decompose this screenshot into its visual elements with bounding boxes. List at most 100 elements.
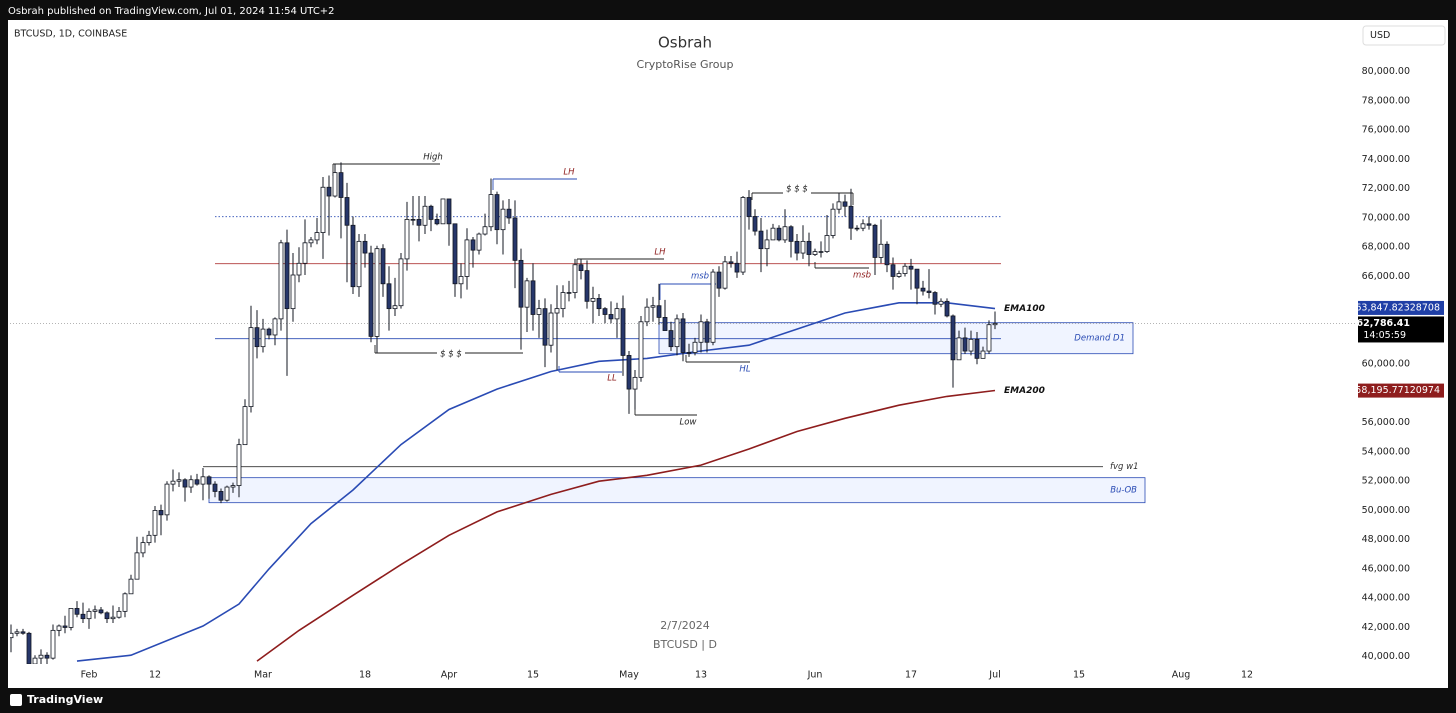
candle-body bbox=[398, 258, 404, 307]
candle-body bbox=[152, 510, 158, 536]
chart-title: Osbrah bbox=[658, 34, 712, 52]
candle-body bbox=[446, 198, 452, 225]
candle-body bbox=[590, 297, 596, 302]
candle-body bbox=[116, 610, 122, 618]
candle-body bbox=[56, 625, 62, 631]
candle-body bbox=[830, 208, 836, 236]
candle-body bbox=[788, 226, 794, 242]
x-tick-label: May bbox=[619, 670, 639, 681]
y-tick-label: 74,000.00 bbox=[1362, 154, 1410, 165]
candle-body bbox=[578, 264, 584, 272]
candle-body bbox=[686, 352, 692, 354]
annotation: msb bbox=[691, 272, 709, 282]
candle-body bbox=[344, 197, 350, 226]
candle-body bbox=[200, 476, 206, 485]
candle-body bbox=[980, 350, 986, 359]
y-tick-label: 60,000.00 bbox=[1362, 359, 1410, 370]
candle-body bbox=[662, 317, 668, 331]
candle-body bbox=[680, 318, 686, 353]
y-tick-label: 70,000.00 bbox=[1362, 212, 1410, 223]
candle-body bbox=[458, 276, 464, 285]
ema-line bbox=[76, 302, 996, 662]
candle-body bbox=[848, 205, 854, 229]
candle-body bbox=[596, 297, 602, 310]
watermark-date: 2/7/2024 bbox=[660, 619, 709, 632]
candle-body bbox=[878, 243, 884, 258]
y-tick-label: 54,000.00 bbox=[1362, 446, 1410, 457]
candle-body bbox=[134, 552, 140, 580]
candle-body bbox=[206, 476, 212, 485]
candle-body bbox=[254, 327, 260, 348]
candle-body bbox=[920, 287, 926, 292]
candle-body bbox=[122, 593, 128, 612]
candle-body bbox=[692, 341, 698, 353]
candle-body bbox=[14, 631, 20, 634]
tradingview-logo bbox=[10, 694, 22, 706]
x-tick-label: 12 bbox=[1241, 670, 1253, 681]
candle-body bbox=[32, 657, 38, 664]
candle-body bbox=[824, 235, 830, 252]
footer-brand: TradingView bbox=[27, 693, 103, 706]
candle-body bbox=[722, 261, 728, 289]
candle-body bbox=[530, 280, 536, 315]
candle-body bbox=[812, 251, 818, 255]
candle-body bbox=[452, 223, 458, 285]
candle-body bbox=[770, 227, 776, 241]
countdown: 14:05:59 bbox=[1363, 330, 1406, 341]
candle-body bbox=[338, 172, 344, 198]
candle-body bbox=[602, 308, 608, 315]
candle-body bbox=[806, 240, 812, 255]
y-tick-label: 78,000.00 bbox=[1362, 95, 1410, 106]
candle-body bbox=[626, 355, 632, 390]
candle-body bbox=[50, 629, 56, 659]
x-tick-label: 13 bbox=[695, 670, 707, 681]
zone bbox=[208, 477, 1146, 504]
candle-body bbox=[104, 612, 110, 620]
annotation: LH bbox=[563, 168, 575, 178]
y-tick-label: 56,000.00 bbox=[1362, 417, 1410, 428]
candle-body bbox=[326, 186, 332, 197]
candle-body bbox=[278, 242, 284, 320]
annotation: LH bbox=[654, 248, 666, 258]
candle-body bbox=[332, 172, 338, 197]
candle-body bbox=[368, 252, 374, 337]
candle-body bbox=[488, 194, 494, 228]
candle-body bbox=[194, 479, 200, 485]
candle-body bbox=[380, 248, 386, 285]
candle-body bbox=[110, 616, 116, 620]
currency-box[interactable] bbox=[1362, 25, 1446, 46]
candle-body bbox=[512, 217, 518, 261]
candle-body bbox=[644, 306, 650, 323]
y-tick-label: 44,000.00 bbox=[1362, 593, 1410, 604]
candle-body bbox=[218, 491, 224, 501]
candle-body bbox=[260, 328, 266, 348]
candle-body bbox=[62, 625, 68, 628]
candle-body bbox=[698, 321, 704, 343]
candle-body bbox=[614, 308, 620, 320]
candle-body bbox=[548, 312, 554, 346]
y-tick-label: 40,000.00 bbox=[1362, 651, 1410, 662]
candle-body bbox=[272, 318, 278, 336]
candle-body bbox=[362, 240, 368, 254]
candle-body bbox=[974, 338, 980, 359]
candle-body bbox=[872, 224, 878, 258]
candle-body bbox=[908, 265, 914, 270]
x-tick-label: Apr bbox=[441, 670, 458, 681]
candle-body bbox=[20, 631, 26, 634]
candle-body bbox=[410, 219, 416, 221]
candle-body bbox=[758, 230, 764, 250]
watermark-symbol: BTCUSD | D bbox=[653, 638, 717, 651]
zone-label: Bu-OB bbox=[1110, 486, 1137, 496]
annotation: $ $ $ bbox=[440, 350, 462, 360]
x-tick-label: Aug bbox=[1172, 670, 1191, 681]
candle-body bbox=[470, 239, 476, 251]
x-tick-label: Jul bbox=[988, 670, 1000, 681]
candle-body bbox=[320, 186, 326, 233]
y-tick-label: 46,000.00 bbox=[1362, 563, 1410, 574]
candle-body bbox=[422, 205, 428, 226]
candle-body bbox=[572, 264, 578, 293]
candle-body bbox=[818, 251, 824, 253]
candle-body bbox=[86, 610, 92, 620]
y-tick-label: 80,000.00 bbox=[1362, 66, 1410, 77]
